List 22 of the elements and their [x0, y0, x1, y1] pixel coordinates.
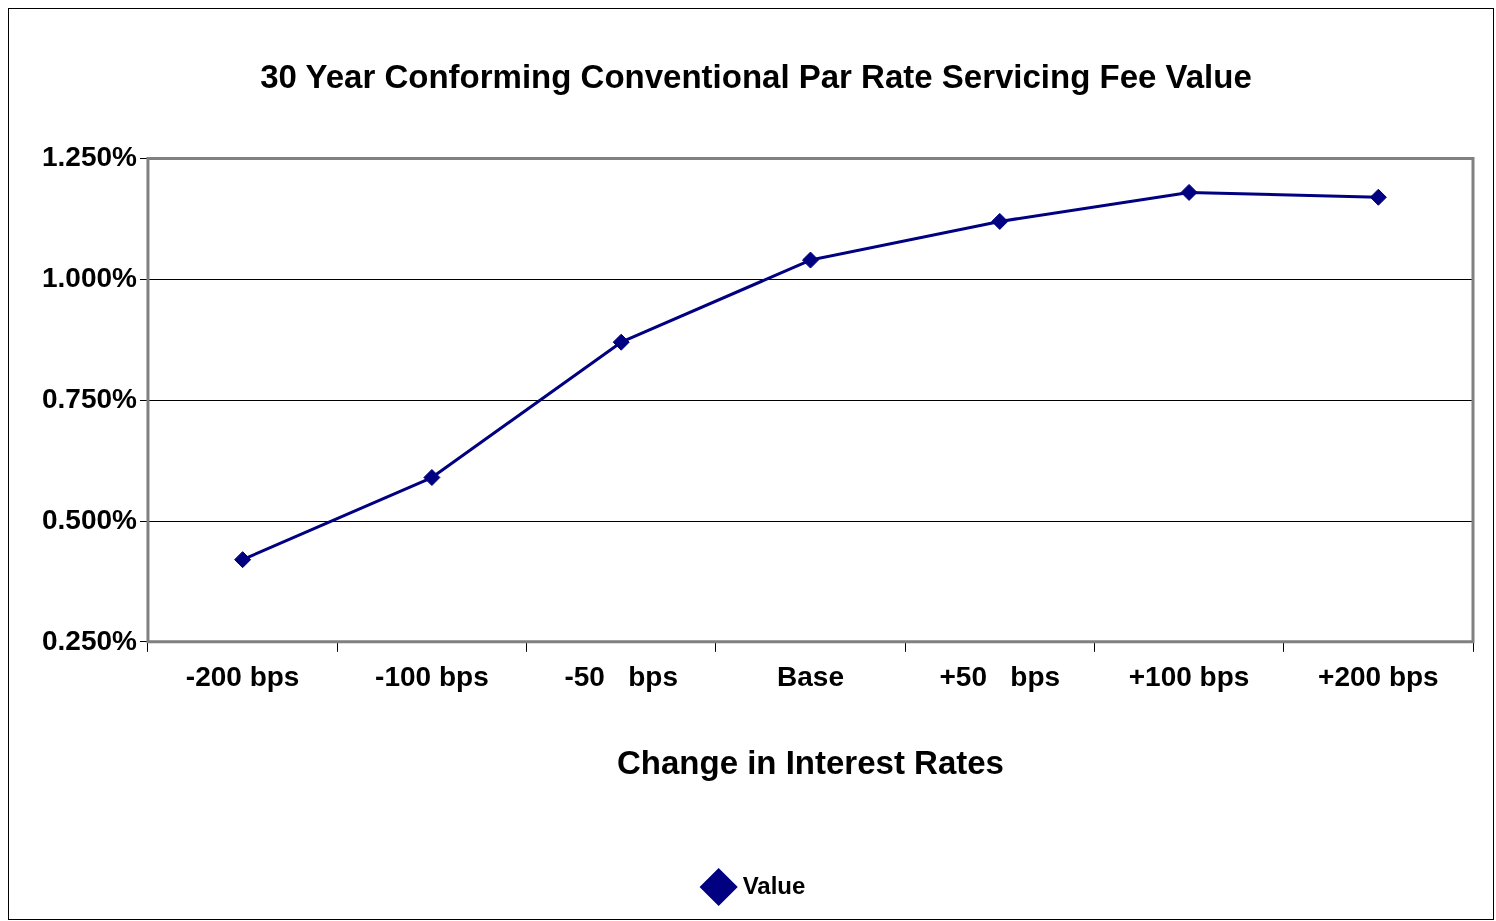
- x-tick-label: -100 bps: [375, 661, 489, 693]
- point: [1180, 183, 1198, 201]
- y-tick-label: 0.750%: [42, 382, 138, 414]
- x-tick-label: Base: [777, 661, 844, 693]
- x-tick-label: -50 bps: [564, 661, 678, 693]
- point: [801, 251, 819, 269]
- y-tick-label: 0.250%: [42, 624, 138, 656]
- y-tick-label: 1.250%: [42, 141, 138, 173]
- point: [423, 469, 441, 487]
- y-tick-label: 0.500%: [42, 503, 138, 535]
- legend-label: Value: [742, 871, 806, 899]
- x-tick-label: +200 bps: [1318, 661, 1439, 693]
- point: [1369, 188, 1387, 206]
- chart-title: 30 Year Conforming Conventional Par Rate Servicing Fee Value: [260, 57, 1252, 95]
- y-tick-label: 1.000%: [42, 262, 138, 294]
- x-tick-label: +100 bps: [1128, 661, 1250, 693]
- point: [234, 551, 252, 569]
- x-axis-title: Change in Interest Rates: [617, 744, 1004, 782]
- point: [612, 333, 630, 351]
- point: [991, 212, 1009, 230]
- x-tick-label: -200 bps: [185, 661, 300, 693]
- x-tick-label: +50 bps: [939, 661, 1061, 693]
